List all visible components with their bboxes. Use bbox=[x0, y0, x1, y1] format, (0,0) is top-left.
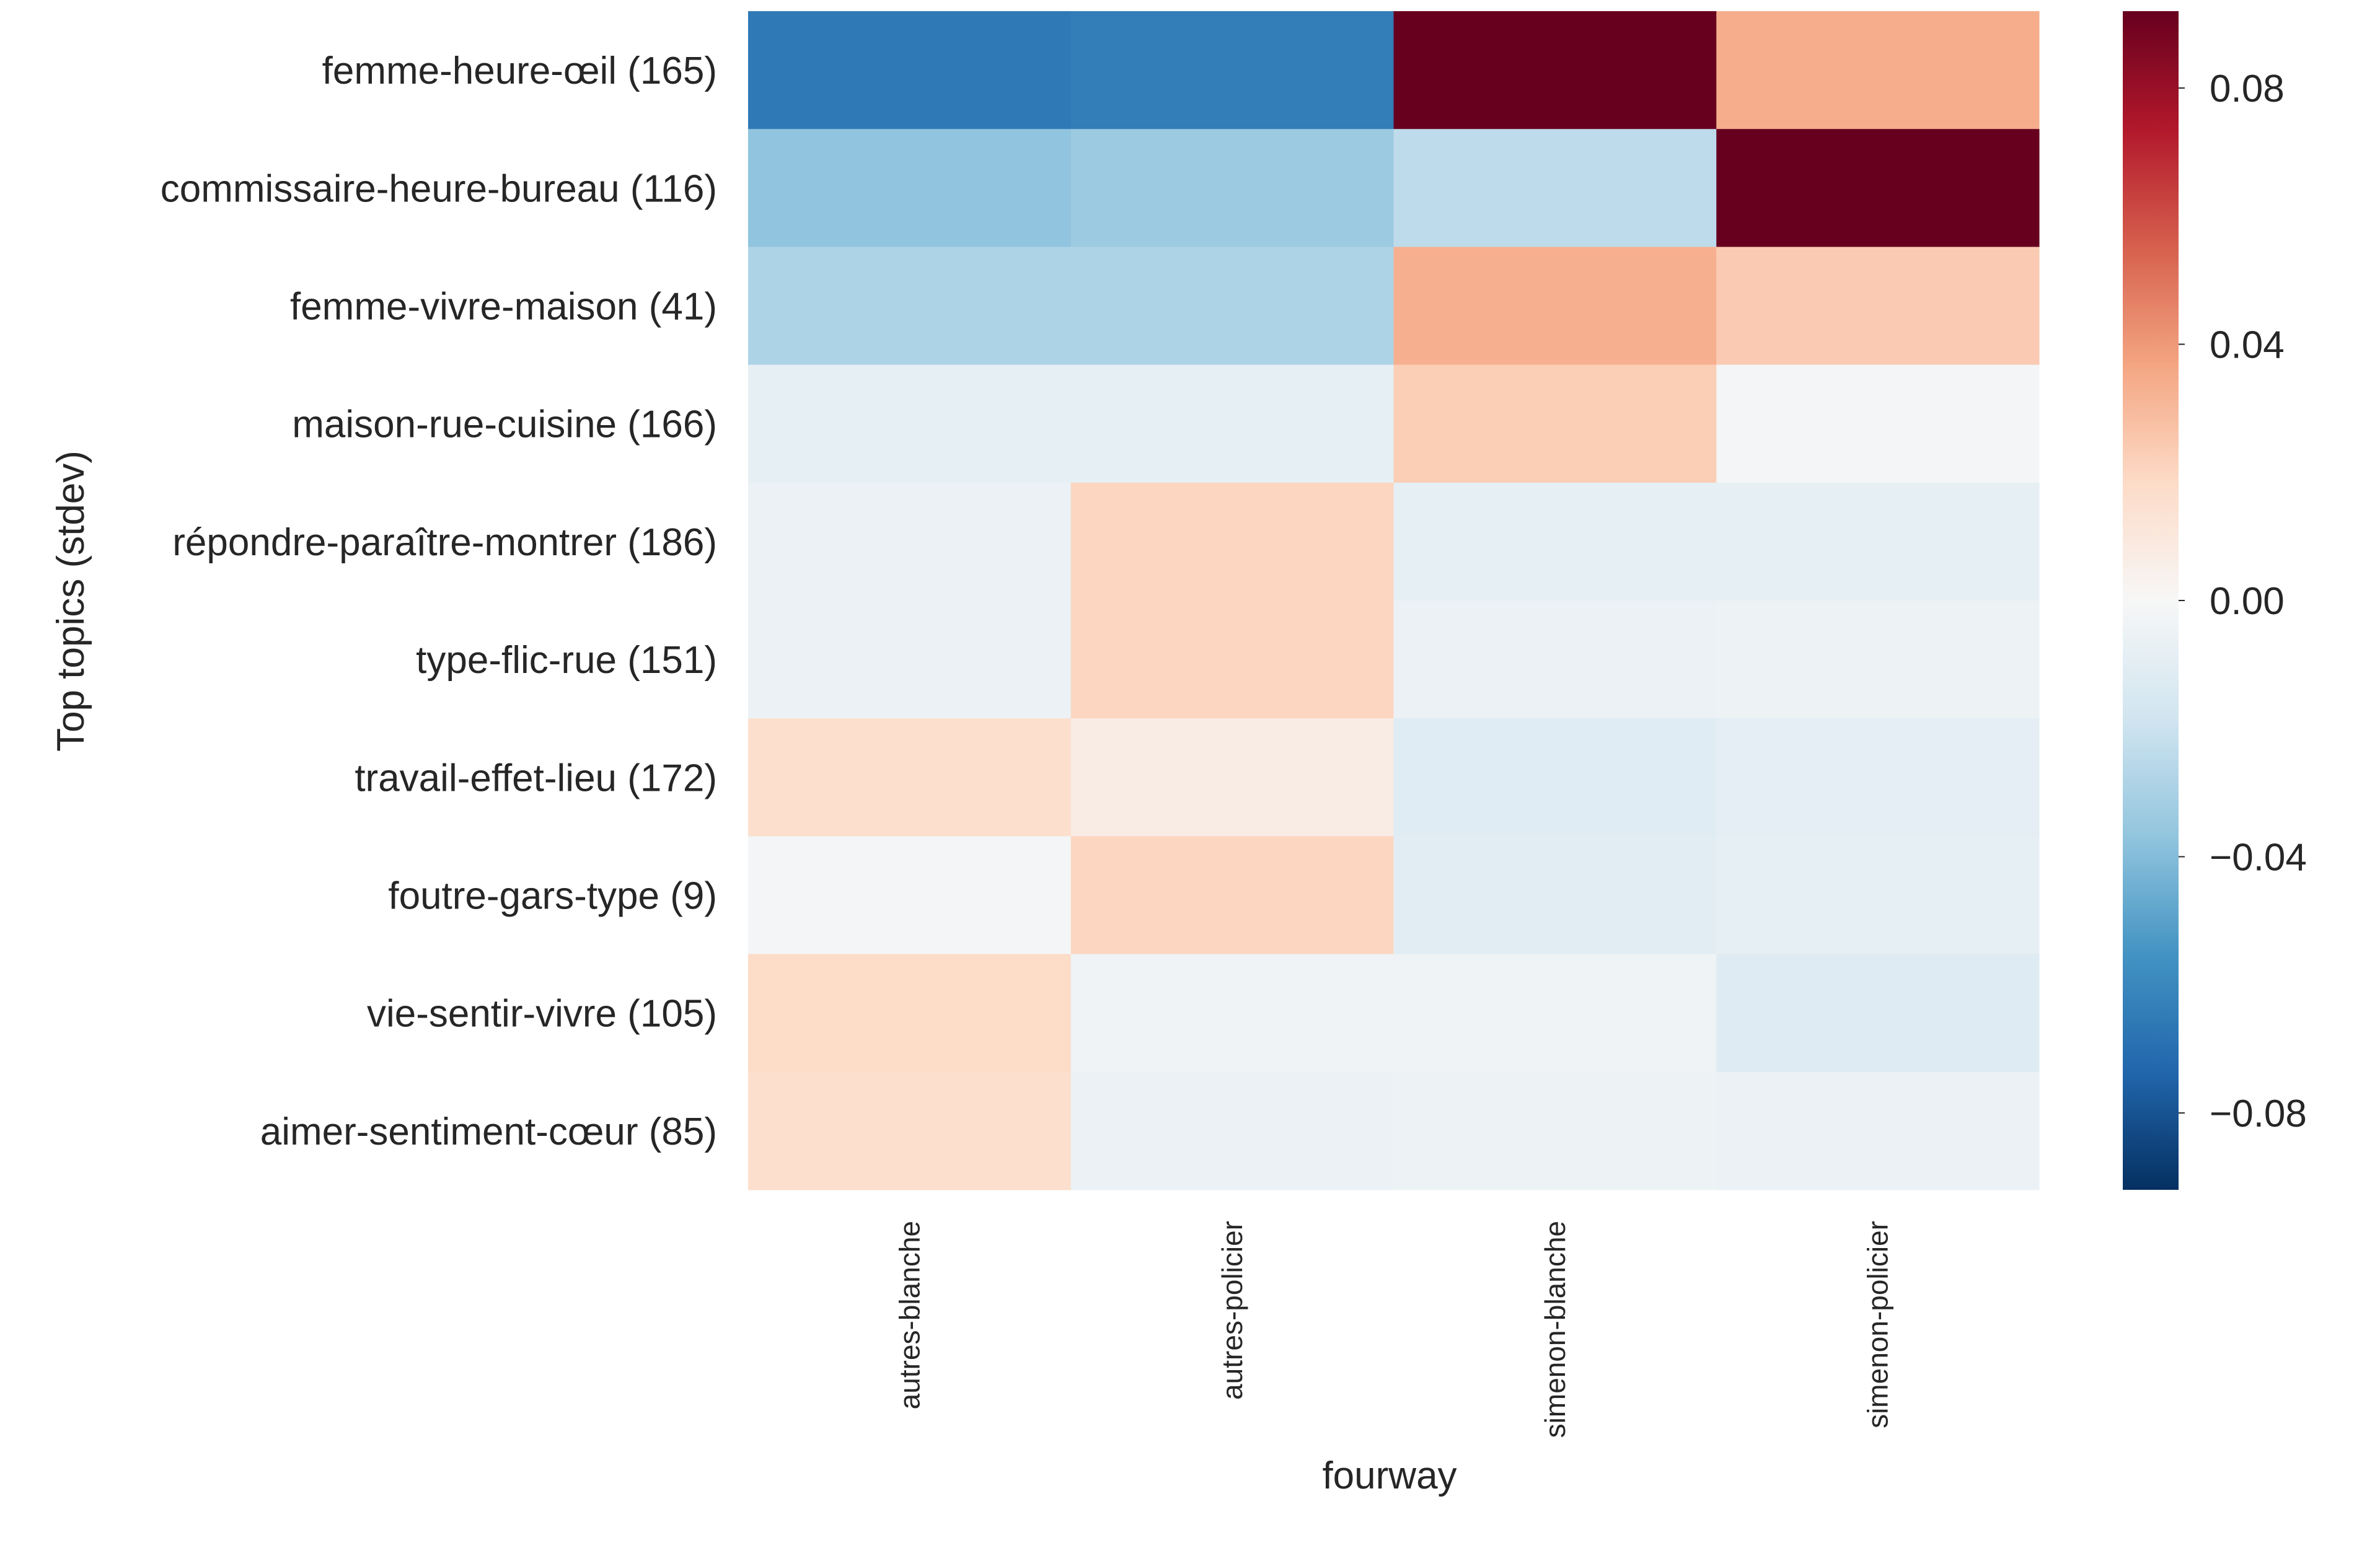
heatmap-cell bbox=[748, 364, 1072, 483]
y-tick-label: maison-rue-cuisine (166) bbox=[292, 403, 717, 446]
heatmap-cell bbox=[1716, 954, 2040, 1073]
heatmap-cell bbox=[1070, 364, 1394, 483]
heatmap-cell bbox=[1070, 482, 1394, 601]
heatmap-cell bbox=[748, 247, 1072, 366]
heatmap-cell bbox=[1716, 482, 2040, 601]
y-tick-label: vie-sentir-vivre (105) bbox=[367, 993, 717, 1036]
heatmap-cell bbox=[1716, 364, 2040, 483]
heatmap-cell bbox=[748, 129, 1072, 247]
heatmap-cell bbox=[1070, 954, 1394, 1073]
y-tick-label: type-flic-rue (151) bbox=[416, 639, 717, 682]
heatmap-cell bbox=[1393, 836, 1717, 955]
heatmap-cell bbox=[748, 836, 1072, 955]
y-tick-label: répondre-paraître-montrer (186) bbox=[172, 521, 717, 564]
x-axis-label: fourway bbox=[1322, 1454, 1457, 1497]
y-tick-labels: femme-heure-œil (165) commissaire-heure-b… bbox=[161, 50, 717, 1153]
heatmap-cell bbox=[1716, 1071, 2040, 1190]
heatmap-cell bbox=[1393, 600, 1717, 719]
heatmap-cell bbox=[1716, 247, 2040, 366]
y-tick-label: aimer-sentiment-cœur (85) bbox=[260, 1110, 717, 1153]
heatmap-cell bbox=[748, 718, 1072, 837]
heatmap-cell bbox=[1070, 600, 1394, 719]
heatmap-cell bbox=[748, 1071, 1072, 1190]
x-tick-label: simenon-policier bbox=[1862, 1221, 1894, 1428]
heatmap-cell bbox=[1070, 247, 1394, 366]
y-tick-label: femme-vivre-maison (41) bbox=[290, 286, 717, 328]
x-tick-label: autres-blanche bbox=[893, 1221, 925, 1409]
heatmap-cell bbox=[1393, 129, 1717, 247]
heatmap-cell bbox=[1716, 11, 2040, 130]
colorbar bbox=[2123, 11, 2179, 1190]
x-tick-label: simenon-blanche bbox=[1539, 1221, 1571, 1438]
heatmap-cell bbox=[1393, 718, 1717, 837]
y-tick-label: travail-effet-lieu (172) bbox=[355, 757, 717, 799]
heatmap-cell bbox=[1716, 836, 2040, 955]
colorbar-tick-label: 0.08 bbox=[2210, 68, 2285, 110]
y-tick-label: femme-heure-œil (165) bbox=[322, 50, 717, 92]
heatmap-cell bbox=[1393, 11, 1717, 130]
heatmap-cell bbox=[1393, 482, 1717, 601]
heatmap-cell bbox=[1070, 11, 1394, 130]
y-tick-label: commissaire-heure-bureau (116) bbox=[161, 167, 717, 210]
heatmap-cell bbox=[748, 482, 1072, 601]
heatmap-cell bbox=[1393, 364, 1717, 483]
heatmap-cell bbox=[1716, 718, 2040, 837]
heatmap-cell bbox=[748, 600, 1072, 719]
heatmap-cell bbox=[748, 954, 1072, 1073]
y-axis-label: Top topics (stdev) bbox=[50, 451, 92, 752]
heatmap-cell bbox=[1393, 954, 1717, 1073]
heatmap-cells bbox=[748, 11, 2040, 1190]
colorbar-ticks: −0.08 −0.04 0.00 0.04 0.08 bbox=[2179, 68, 2307, 1135]
colorbar-tick-label: 0.00 bbox=[2210, 580, 2285, 623]
heatmap-cell bbox=[1716, 129, 2040, 247]
heatmap-cell bbox=[1393, 247, 1717, 366]
heatmap-cell bbox=[1070, 836, 1394, 955]
heatmap-cell bbox=[748, 11, 1072, 130]
colorbar-tick-label: 0.04 bbox=[2210, 324, 2285, 367]
x-tick-labels: autres-blanche autres-policier simenon-bla… bbox=[893, 1221, 1893, 1438]
colorbar-tick-label: −0.04 bbox=[2210, 836, 2307, 879]
heatmap-cell bbox=[1393, 1071, 1717, 1190]
heatmap-cell bbox=[1070, 1071, 1394, 1190]
colorbar-tick-label: −0.08 bbox=[2210, 1093, 2307, 1135]
heatmap-cell bbox=[1070, 129, 1394, 247]
heatmap-cell bbox=[1070, 718, 1394, 837]
heatmap-cell bbox=[1716, 600, 2040, 719]
x-tick-label: autres-policier bbox=[1216, 1221, 1248, 1400]
y-tick-label: foutre-gars-type (9) bbox=[388, 875, 717, 918]
